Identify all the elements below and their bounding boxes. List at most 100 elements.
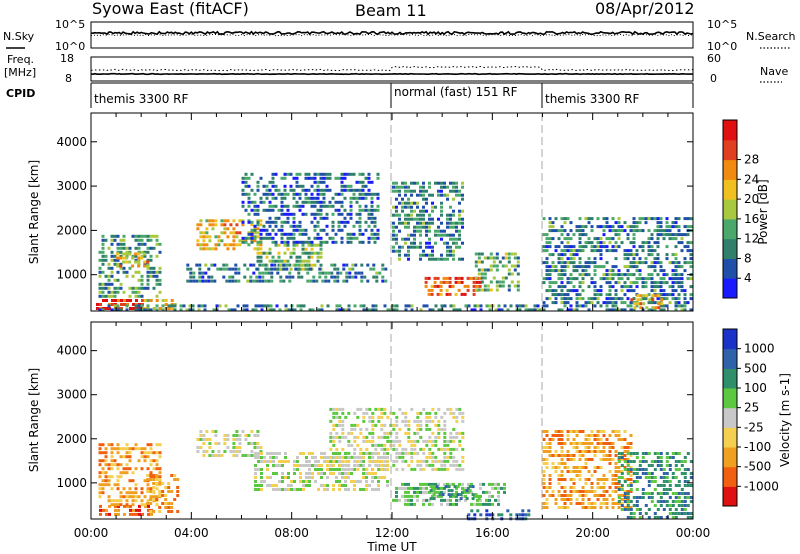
echo-cell [356, 467, 360, 471]
echo-cell [584, 446, 588, 449]
echo-cell [317, 488, 320, 491]
echo-cell [119, 266, 123, 270]
echo-cell [128, 260, 132, 264]
colorbar-swatch [723, 238, 737, 259]
echo-cell [404, 181, 407, 185]
echo-cell [431, 463, 435, 467]
echo-cell [352, 188, 356, 192]
echo-cell [234, 271, 238, 275]
echo-cell [416, 201, 419, 205]
echo-cell [247, 232, 251, 236]
echo-cell [659, 304, 663, 308]
echo-cell [214, 219, 218, 223]
echo-cell [434, 241, 437, 245]
echo-cell [542, 502, 546, 505]
echo-cell [560, 458, 564, 461]
echo-cell [683, 257, 687, 261]
echo-cell [233, 308, 237, 312]
echo-cell [479, 308, 483, 312]
echo-cell [368, 308, 372, 312]
echo-cell [473, 494, 476, 498]
echo-cell [674, 281, 678, 285]
echo-cell [422, 209, 425, 213]
echo-cell [629, 434, 633, 437]
echo-cell [437, 229, 440, 233]
echo-cell [593, 304, 597, 308]
echo-cell [680, 472, 684, 475]
echo-cell [491, 482, 494, 486]
echo-cell [164, 303, 168, 306]
echo-cell [338, 488, 341, 491]
echo-cell [617, 488, 621, 491]
echo-cell [623, 480, 627, 483]
echo-cell [437, 225, 440, 229]
echo-cell [341, 476, 344, 479]
echo-cell [489, 256, 493, 260]
echo-cell [301, 251, 305, 255]
echo-cell [395, 304, 399, 308]
echo-cell [116, 467, 120, 471]
echo-cell [665, 504, 669, 507]
echo-cell [629, 442, 633, 445]
echo-cell [279, 279, 283, 283]
echo-cell [353, 411, 357, 415]
echo-cell [377, 456, 380, 459]
echo-cell [395, 185, 398, 189]
echo-cell [563, 502, 567, 505]
echo-cell [335, 415, 339, 419]
echo-cell [626, 516, 630, 519]
echo-cell [605, 304, 609, 308]
echo-cell [258, 263, 262, 267]
echo-cell [262, 208, 266, 212]
echo-cell [392, 181, 395, 185]
echo-cell [557, 253, 561, 257]
echo-cell [272, 464, 275, 467]
echo-cell [208, 454, 212, 457]
echo-cell [425, 253, 428, 257]
echo-cell [223, 231, 227, 235]
echo-cell [623, 506, 627, 509]
colorbar-swatch [723, 120, 737, 141]
echo-cell [659, 293, 663, 297]
y-tick-label: 4000 [56, 344, 87, 358]
echo-cell [204, 263, 208, 267]
echo-cell [325, 224, 329, 228]
echo-cell [662, 480, 666, 483]
echo-cell [398, 443, 402, 447]
echo-cell [295, 192, 299, 196]
echo-cell [488, 308, 492, 312]
echo-cell [503, 490, 506, 494]
echo-cell [137, 286, 141, 290]
echo-cell [506, 308, 510, 312]
echo-cell [243, 275, 247, 279]
echo-cell [358, 204, 362, 208]
echo-cell [304, 212, 308, 216]
echo-cell [276, 267, 280, 271]
echo-cell [381, 279, 385, 283]
echo-cell [361, 188, 365, 192]
echo-cell [210, 263, 214, 267]
echo-cell [282, 267, 286, 271]
echo-cell [639, 294, 643, 298]
echo-cell [419, 209, 422, 213]
echo-cell [319, 247, 323, 251]
echo-cell [116, 447, 120, 451]
echo-cell [551, 253, 555, 257]
echo-cell [551, 281, 555, 285]
echo-cell [280, 204, 284, 208]
echo-cell [572, 233, 576, 237]
echo-cell [119, 286, 123, 290]
echo-cell [674, 257, 678, 261]
echo-cell [132, 512, 135, 516]
echo-cell [164, 486, 168, 489]
echo-cell [242, 304, 246, 308]
echo-cell [305, 476, 308, 479]
echo-cell [377, 415, 381, 419]
echo-cell [270, 263, 274, 267]
echo-cell [347, 411, 351, 415]
echo-cell [608, 308, 612, 312]
echo-cell [623, 450, 627, 453]
echo-cell [377, 488, 380, 491]
echo-cell [341, 308, 345, 312]
echo-cell [431, 308, 435, 312]
